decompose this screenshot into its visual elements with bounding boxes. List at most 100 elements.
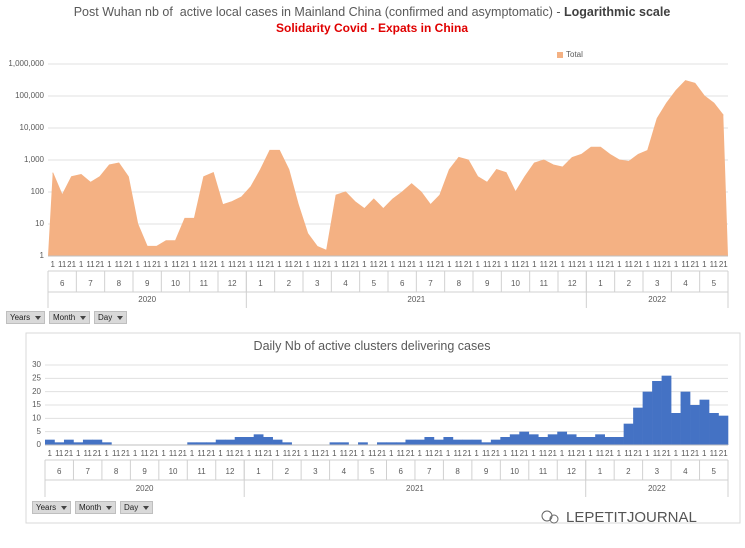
bar (433, 439, 444, 445)
x-day-label: 1 (332, 449, 337, 458)
x-month-label: 12 (226, 467, 235, 476)
pivot-field-button[interactable]: Years (32, 501, 72, 514)
x-day-label: 1 (50, 260, 55, 269)
y-tick-label: 10 (35, 219, 44, 228)
x-day-label: 1 (104, 449, 109, 458)
bar (680, 391, 691, 445)
bar (405, 439, 416, 445)
x-day-label: 11 (311, 449, 320, 458)
x-day-label: 1 (674, 449, 679, 458)
x-month-label: 8 (455, 467, 460, 476)
x-month-label: 7 (428, 279, 433, 288)
x-day-label: 1 (164, 260, 169, 269)
x-month-label: 6 (60, 279, 65, 288)
x-day-label: 21 (491, 449, 500, 458)
x-day-label: 11 (140, 449, 149, 458)
bar (661, 375, 672, 445)
x-month-label: 12 (568, 279, 577, 288)
x-month-label: 11 (539, 467, 548, 476)
x-day-label: 1 (362, 260, 367, 269)
x-day-label: 11 (539, 449, 548, 458)
x-day-label: 11 (84, 449, 93, 458)
chart-subtitle: Solidarity Covid - Expats in China (276, 21, 468, 35)
x-day-label: 11 (254, 449, 263, 458)
x-day-label: 11 (426, 260, 435, 269)
x-day-label: 11 (482, 449, 491, 458)
x-month-label: 9 (145, 279, 150, 288)
bar (642, 391, 653, 445)
bar (462, 439, 473, 445)
bar (225, 439, 236, 445)
x-day-label: 1 (617, 260, 622, 269)
x-month-label: 3 (315, 279, 320, 288)
x-day-label: 21 (406, 449, 415, 458)
x-day-label: 1 (617, 449, 622, 458)
x-day-label: 21 (349, 449, 358, 458)
x-day-label: 1 (560, 449, 565, 458)
x-month-label: 11 (540, 279, 549, 288)
x-day-label: 21 (124, 260, 133, 269)
bar (585, 437, 596, 445)
bar (244, 437, 254, 445)
x-month-label: 5 (712, 279, 717, 288)
x-day-label: 1 (249, 260, 254, 269)
pivot-field-button[interactable]: Day (120, 501, 154, 514)
x-day-label: 1 (588, 449, 593, 458)
x-day-label: 21 (577, 449, 586, 458)
pivot-field-button[interactable]: Month (49, 311, 91, 324)
y-tick-label: 1,000 (24, 155, 45, 164)
x-day-label: 11 (453, 449, 462, 458)
bar (358, 442, 368, 445)
bar (196, 442, 207, 445)
x-day-label: 1 (48, 449, 53, 458)
y-tick-label: 0 (37, 440, 42, 449)
bar (206, 442, 217, 445)
x-day-label: 21 (152, 260, 161, 269)
x-month-label: 1 (258, 279, 263, 288)
x-month-label: 11 (200, 279, 209, 288)
x-day-label: 1 (304, 449, 309, 458)
pivot-field-button[interactable]: Month (75, 501, 117, 514)
x-day-label: 1 (560, 260, 565, 269)
x-day-label: 1 (334, 260, 339, 269)
bar (272, 439, 283, 445)
x-day-label: 1 (218, 449, 223, 458)
chart-title: Post Wuhan nb of active local cases in M… (74, 5, 671, 19)
y-tick-label: 20 (32, 387, 41, 396)
pivot-field-button[interactable]: Day (94, 311, 128, 324)
bar (528, 434, 539, 445)
watermark: LEPETITJOURNAL (541, 509, 697, 526)
bar (709, 413, 719, 445)
x-day-label: 1 (645, 260, 650, 269)
x-year-label: 2020 (136, 484, 154, 493)
x-day-label: 11 (455, 260, 464, 269)
x-month-label: 12 (567, 467, 576, 476)
x-day-label: 1 (446, 449, 451, 458)
x-month-label: 7 (85, 467, 90, 476)
bar (481, 442, 492, 445)
bar (633, 407, 643, 445)
x-day-label: 11 (171, 260, 180, 269)
x-day-label: 11 (653, 260, 662, 269)
x-day-label: 21 (719, 449, 728, 458)
x-day-label: 1 (531, 449, 536, 458)
x-day-label: 1 (361, 449, 366, 458)
x-month-label: 5 (370, 467, 375, 476)
x-day-label: 11 (681, 449, 690, 458)
x-day-label: 21 (322, 260, 331, 269)
bar (215, 439, 226, 445)
pivot-field-button[interactable]: Years (6, 311, 46, 324)
y-tick-label: 1,000,000 (8, 59, 44, 68)
x-day-label: 1 (474, 449, 479, 458)
legend-label: Total (566, 50, 583, 59)
x-year-label: 2021 (406, 484, 424, 493)
x-day-label: 21 (605, 260, 614, 269)
x-day-label: 21 (407, 260, 416, 269)
area-fill (48, 80, 728, 256)
x-year-label: 2020 (138, 295, 156, 304)
x-month-label: 8 (117, 279, 122, 288)
x-day-label: 1 (589, 260, 594, 269)
x-day-label: 1 (702, 260, 707, 269)
x-month-label: 8 (114, 467, 119, 476)
x-year-label: 2022 (648, 484, 666, 493)
